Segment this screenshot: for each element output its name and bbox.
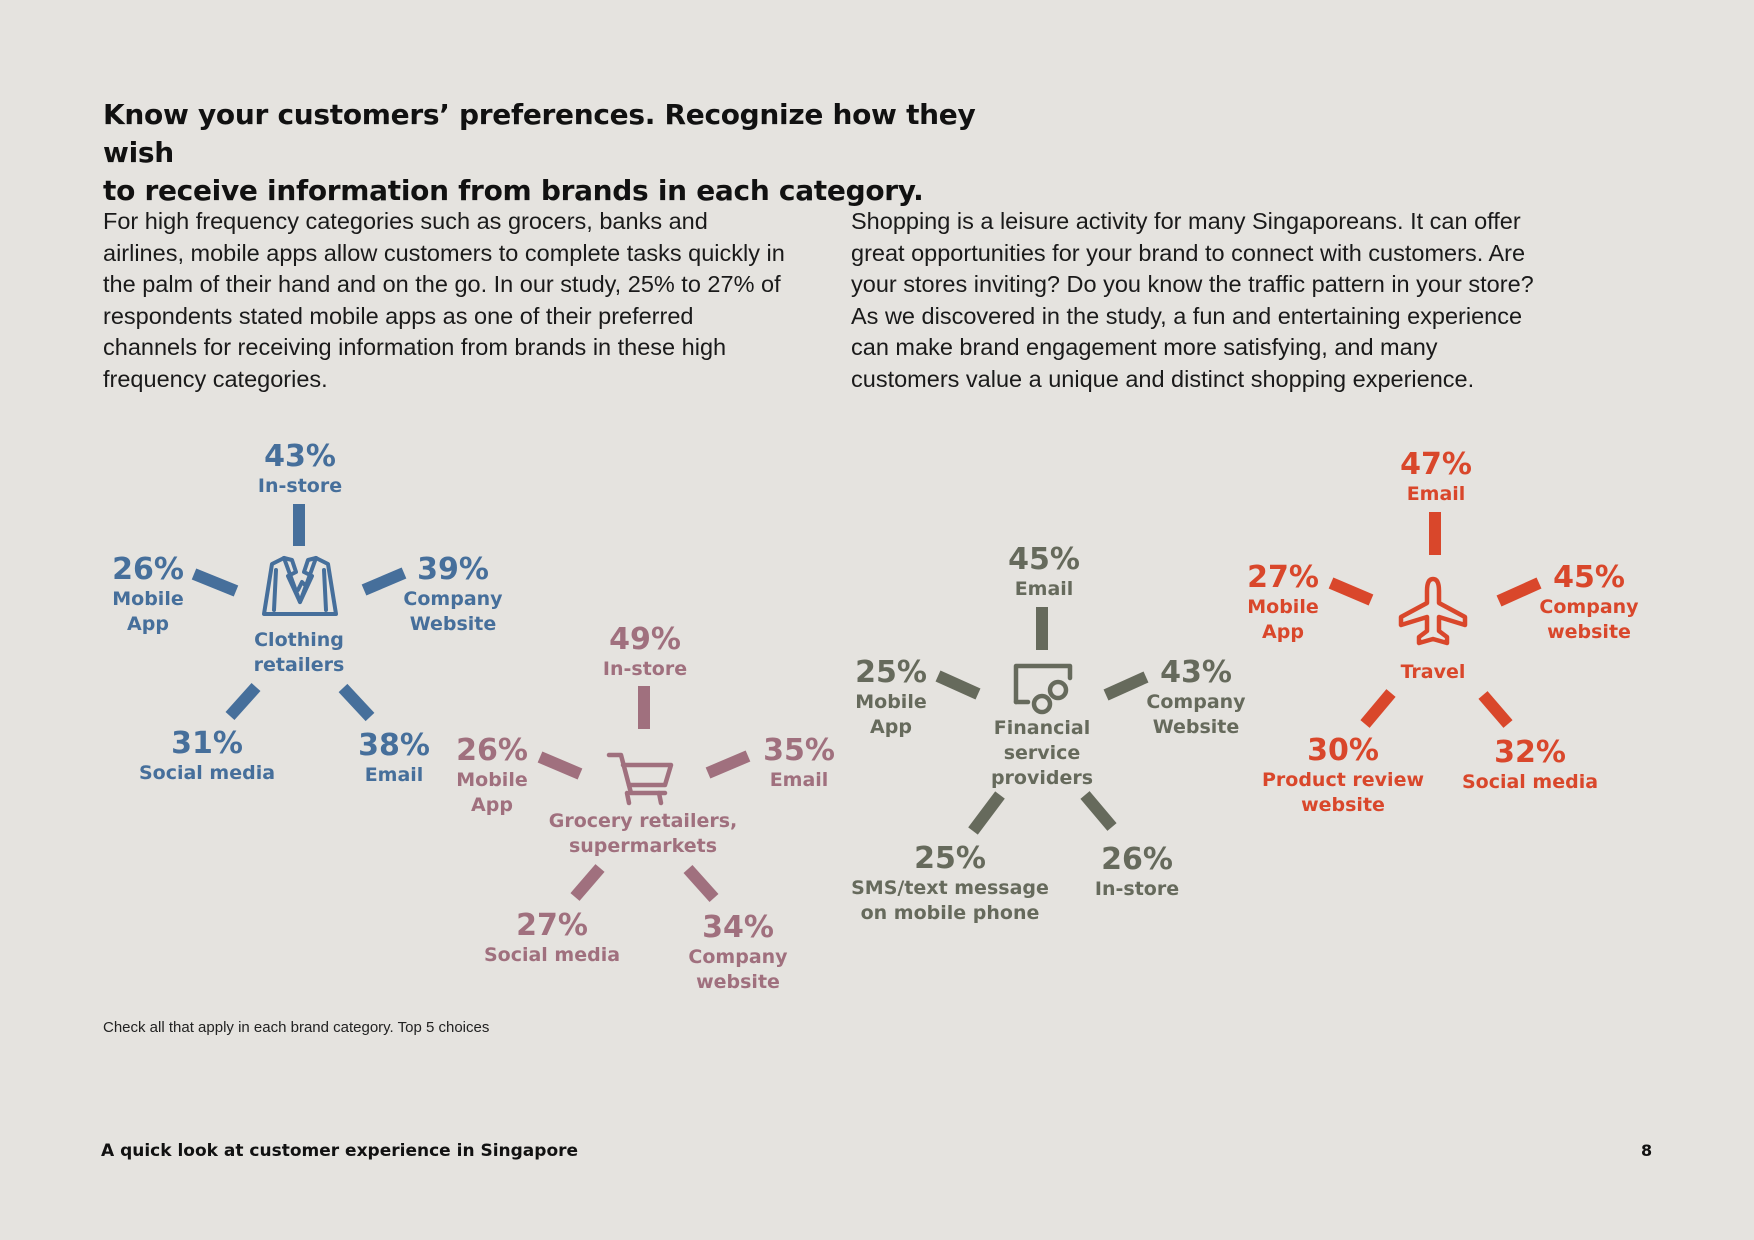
channel-label-financial-1: Email	[1015, 578, 1074, 600]
channel-label-grocery-2: Email	[770, 769, 829, 791]
channel-bar-travel-5	[1328, 577, 1374, 606]
channel-label-travel-4: Product review website	[1262, 769, 1424, 816]
blazer-icon	[262, 556, 338, 616]
page-title: Know your customers’ preferences. Recogn…	[103, 96, 1003, 210]
channel-label-financial-4: SMS/text message on mobile phone	[851, 877, 1049, 924]
channel-label-travel-1: Email	[1407, 483, 1466, 505]
category-label-travel: Travel	[1401, 661, 1466, 683]
channel-bar-financial-5	[935, 670, 981, 700]
channel-label-grocery-5: Mobile App	[456, 769, 527, 816]
channel-bar-grocery-5	[537, 751, 583, 780]
channel-value-clothing-4: 31%	[171, 726, 243, 761]
channel-bar-travel-2	[1496, 577, 1542, 607]
channel-label-travel-5: Mobile App	[1247, 596, 1318, 643]
channel-value-grocery-2: 35%	[763, 733, 835, 768]
channel-label-clothing-5: Mobile App	[112, 588, 183, 635]
channel-value-financial-2: 43%	[1160, 655, 1232, 690]
channel-bar-financial-2	[1103, 671, 1149, 701]
channel-bar-grocery-3	[683, 864, 719, 903]
radial-chart-financial: Financial service providers 45%Email 43%Comp…	[851, 542, 1246, 924]
shopping-cart-icon	[606, 752, 674, 806]
channel-label-travel-3: Social media	[1462, 771, 1598, 793]
channel-value-travel-2: 45%	[1553, 560, 1625, 595]
channel-label-grocery-4: Social media	[484, 944, 620, 966]
channel-bar-grocery-2	[705, 750, 751, 779]
channel-bar-clothing-5	[191, 568, 239, 597]
title-line-2: to receive information from brands in ea…	[103, 174, 924, 207]
intro-paragraph-left: For high frequency categories such as gr…	[103, 208, 785, 392]
channel-bar-clothing-3	[338, 683, 375, 722]
channel-value-clothing-3: 38%	[358, 728, 430, 763]
channel-value-clothing-1: 43%	[264, 439, 336, 474]
channel-value-grocery-3: 34%	[702, 910, 774, 945]
intro-paragraph-right: Shopping is a leisure activity for many …	[851, 208, 1534, 392]
page-number: 8	[1641, 1141, 1653, 1160]
channel-value-clothing-5: 26%	[112, 552, 184, 587]
channel-bar-financial-3	[1080, 791, 1117, 831]
channel-label-financial-5: Mobile App	[855, 691, 926, 738]
airplane-icon	[1398, 576, 1468, 646]
channel-value-travel-5: 27%	[1247, 560, 1319, 595]
footer-title: A quick look at customer experience in S…	[101, 1141, 579, 1161]
category-label-financial: Financial service providers	[991, 717, 1093, 789]
payment-terminal-icon	[1013, 663, 1073, 715]
channel-bar-grocery-4	[570, 864, 605, 901]
channel-bar-financial-4	[968, 791, 1005, 835]
channel-label-travel-2: Company website	[1539, 596, 1639, 643]
channel-value-financial-4: 25%	[914, 841, 986, 876]
channel-label-clothing-1: In-store	[258, 475, 342, 497]
channel-value-travel-1: 47%	[1400, 447, 1472, 482]
channel-value-financial-3: 26%	[1101, 842, 1173, 877]
channel-label-clothing-2: Company Website	[403, 588, 503, 635]
channel-value-grocery-5: 26%	[456, 733, 528, 768]
channel-label-financial-3: In-store	[1095, 878, 1179, 900]
channel-bar-travel-4	[1360, 689, 1396, 728]
radial-chart-clothing: Clothing retailers 43%In-store 39%Company We…	[112, 439, 503, 786]
radial-chart-travel: Travel 47%Email 45%Company website 32%Social…	[1247, 447, 1639, 816]
channel-label-clothing-3: Email	[365, 764, 424, 786]
channel-value-travel-3: 32%	[1494, 735, 1566, 770]
channel-label-financial-2: Company Website	[1146, 691, 1246, 738]
channel-value-financial-1: 45%	[1008, 542, 1080, 577]
channel-value-grocery-4: 27%	[516, 908, 588, 943]
channel-value-grocery-1: 49%	[609, 622, 681, 657]
chart-footnote: Check all that apply in each brand categ…	[103, 1019, 490, 1036]
title-line-1: Know your customers’ preferences. Recogn…	[103, 98, 976, 169]
channel-bar-travel-3	[1478, 691, 1513, 728]
category-label-grocery: Grocery retailers, supermarkets	[549, 810, 738, 857]
channel-value-financial-5: 25%	[855, 655, 927, 690]
channel-label-grocery-1: In-store	[603, 658, 687, 680]
channel-value-travel-4: 30%	[1307, 733, 1379, 768]
channel-label-grocery-3: Company website	[688, 946, 788, 993]
category-label-clothing: Clothing retailers	[254, 629, 345, 676]
channel-value-clothing-2: 39%	[417, 552, 489, 587]
channel-bar-clothing-4	[225, 682, 261, 721]
radial-chart-grocery: Grocery retailers, supermarkets 49%In-stor…	[456, 622, 835, 993]
channel-bar-clothing-2	[361, 567, 407, 596]
channel-label-clothing-4: Social media	[139, 762, 275, 784]
